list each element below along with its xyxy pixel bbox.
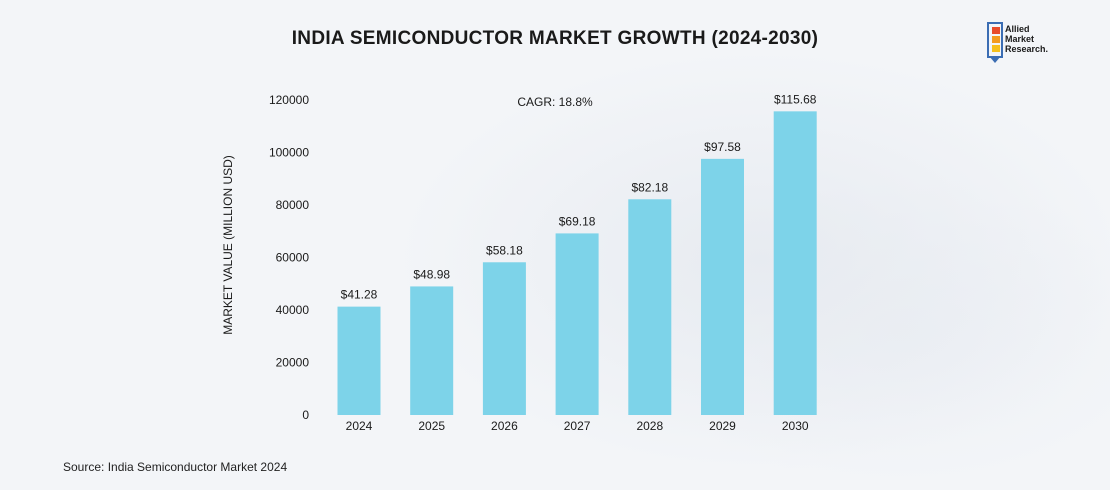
bar-2026 <box>482 262 526 415</box>
y-tick-label: 80000 <box>276 198 310 212</box>
bar-2028 <box>628 199 672 415</box>
bar-2029 <box>701 158 744 416</box>
bar-value-label: $69.18 <box>559 214 596 228</box>
x-tick-label: 2028 <box>636 419 663 433</box>
x-tick-label: 2024 <box>346 419 373 433</box>
y-tick-label: 0 <box>302 408 309 422</box>
bar-value-label: $58.18 <box>486 243 523 257</box>
x-tick-label: 2025 <box>418 419 445 433</box>
cagr-annotation: CAGR: 18.8% <box>517 95 593 109</box>
y-tick-label: 100000 <box>269 146 309 160</box>
bar-2027 <box>555 233 599 415</box>
y-tick-label: 60000 <box>276 251 310 265</box>
x-tick-label: 2029 <box>709 419 736 433</box>
bar-value-labels: $41.28 $48.98 $58.18 $69.18 $82.18 $97.58 $115… <box>341 92 817 301</box>
y-tick-label: 40000 <box>276 303 310 317</box>
y-tick-label: 120000 <box>269 93 309 107</box>
source-note: Source: India Semiconductor Market 2024 <box>63 460 288 474</box>
bar-2030 <box>773 111 817 415</box>
logo-line-1: Allied <box>1005 24 1030 34</box>
bars <box>337 111 817 416</box>
y-axis-ticks: 0 20000 40000 60000 80000 100000 120000 <box>269 93 309 422</box>
logo-line-2: Market <box>1005 34 1035 44</box>
y-tick-label: 20000 <box>276 356 310 370</box>
logo-line-3: Research. <box>1005 44 1049 54</box>
x-tick-label: 2030 <box>782 419 809 433</box>
bar-2025 <box>410 286 454 415</box>
allied-market-research-logo: Allied Market Research. <box>987 22 1079 68</box>
x-axis-ticks: 2024 2025 2026 2027 2028 2029 2030 <box>346 419 809 433</box>
chart-title: INDIA SEMICONDUCTOR MARKET GROWTH (2024-… <box>291 28 819 49</box>
bar-value-label: $97.58 <box>704 140 741 154</box>
bar-value-label: $41.28 <box>341 288 378 302</box>
bar-value-label: $48.98 <box>413 267 450 281</box>
x-tick-label: 2026 <box>491 419 518 433</box>
bar-2024 <box>337 306 381 415</box>
x-tick-label: 2027 <box>564 419 591 433</box>
bar-value-label: $82.18 <box>631 180 668 194</box>
bar-value-label: $115.68 <box>774 92 817 106</box>
y-axis-label: MARKET VALUE (MILLION USD) <box>221 155 235 335</box>
